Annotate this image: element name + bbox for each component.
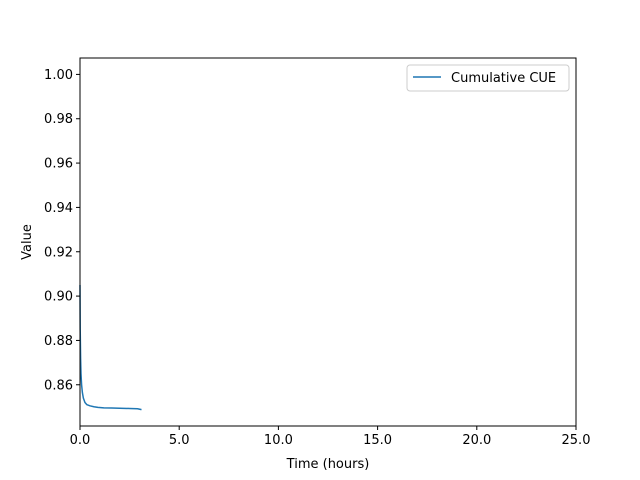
legend-box	[406, 64, 570, 92]
y-tick-label: 0.98	[44, 112, 73, 127]
legend: Cumulative CUE	[406, 64, 570, 92]
y-tick-label: 0.96	[44, 157, 73, 172]
y-tick-label: 0.88	[44, 334, 73, 349]
x-tick-label: 0.0	[70, 433, 91, 448]
legend-label: Cumulative CUE	[451, 71, 556, 86]
x-tick-label: 15.0	[363, 433, 392, 448]
y-tick-label: 0.86	[44, 378, 73, 393]
x-axis: 0.0 5.0 10.0 15.0 20.0 25.0	[70, 426, 591, 448]
y-tick-label: 0.92	[44, 245, 73, 260]
x-axis-label: Time (hours)	[286, 457, 370, 472]
y-axis-label: Value	[20, 224, 35, 260]
y-tick-label: 0.94	[44, 201, 73, 216]
x-tick-label: 25.0	[562, 433, 591, 448]
series-layer	[79, 285, 142, 411]
x-tick-label: 5.0	[169, 433, 190, 448]
series-line-cumulative-cue	[79, 285, 142, 411]
x-tick-label: 10.0	[264, 433, 293, 448]
x-tick-label: 20.0	[462, 433, 491, 448]
y-tick-label: 1.00	[44, 68, 73, 83]
y-tick-label: 0.90	[44, 290, 73, 305]
y-axis: 0.86 0.88 0.90 0.92 0.94 0.96 0.98 1.00	[44, 68, 80, 393]
axes-frame	[79, 57, 577, 427]
